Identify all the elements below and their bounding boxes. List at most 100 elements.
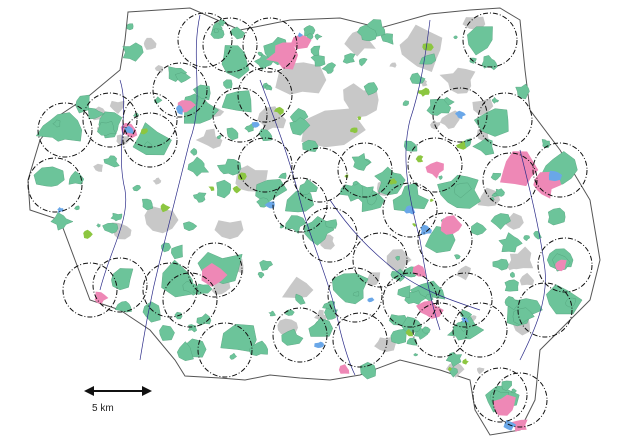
water-body (367, 297, 375, 303)
urban-patch (143, 37, 157, 50)
sample-circle (417, 212, 473, 268)
forest-patch (395, 255, 400, 261)
forest-patch (359, 361, 377, 380)
sample-circle (482, 152, 538, 208)
forest-patch (97, 120, 117, 136)
forest-patch (183, 221, 198, 232)
sample-circle (292, 147, 348, 203)
sample-circle (27, 157, 83, 213)
forest-patch (103, 155, 120, 168)
forest-patch (193, 192, 207, 203)
grassland-patch (422, 43, 434, 51)
wetland-patch (440, 215, 463, 235)
sample-circle (237, 67, 293, 123)
sample-circle (537, 237, 593, 293)
water-body (461, 317, 470, 323)
wetland-patch (555, 259, 567, 272)
forest-patch (481, 55, 498, 71)
forest-patch (216, 158, 242, 176)
sample-circle (532, 142, 588, 198)
forest-patch (321, 62, 337, 74)
forest-patch (226, 127, 239, 141)
forest-patch (176, 341, 194, 362)
water-body (57, 207, 64, 213)
forest-patch (284, 215, 307, 234)
forest-patch (144, 141, 153, 149)
forest-patch (515, 83, 530, 100)
river (99, 79, 127, 291)
water-body (420, 224, 432, 235)
forest-patch (331, 273, 369, 305)
river (519, 149, 546, 361)
forest-patch (268, 310, 276, 317)
urban-patch (477, 367, 485, 375)
sample-circle (352, 232, 408, 288)
sample-circle (472, 367, 528, 423)
sample-circle (452, 302, 508, 358)
forest-patch (547, 207, 566, 226)
grassland-patch (83, 229, 93, 239)
sample-circle (62, 262, 118, 318)
forest-patch (257, 271, 265, 279)
urban-patch (282, 276, 314, 298)
forest-patch (192, 283, 213, 295)
forest-patch (196, 313, 212, 326)
wetland-patch (511, 419, 528, 432)
forest-patch (409, 72, 426, 84)
grassland-patch (140, 128, 148, 135)
urban-patch (439, 67, 476, 94)
forest-patch (159, 325, 175, 341)
forest-patch (392, 182, 429, 212)
forest-patch (339, 181, 364, 202)
forest-patch (35, 112, 83, 142)
sample-circle (382, 272, 438, 328)
sample-circle (187, 242, 243, 298)
forest-patch (438, 175, 443, 180)
sample-circle (477, 92, 533, 148)
urban-patch (456, 265, 471, 281)
forest-patch (310, 54, 326, 67)
grassland-patch (160, 203, 171, 213)
sample-circle (272, 307, 328, 363)
forest-patch (88, 107, 105, 120)
forest-patch (491, 96, 499, 104)
forest-patch (504, 279, 519, 292)
forest-patch (190, 147, 198, 156)
forest-patch (453, 35, 458, 40)
river (139, 14, 201, 361)
forest-patch (314, 33, 323, 41)
wetland-patch (492, 394, 516, 416)
forest-patch (299, 178, 318, 195)
forest-patch (308, 318, 334, 337)
forest-patch (426, 98, 452, 116)
forest-patch (491, 192, 498, 198)
urban-patch (472, 98, 494, 116)
forest-patch (278, 172, 287, 179)
forest-patch (342, 53, 356, 64)
forest-patch (357, 24, 377, 41)
sample-circles (27, 12, 593, 428)
grassland-patch (273, 106, 284, 116)
urban-patch (374, 336, 396, 353)
sample-circle (412, 302, 468, 358)
forest-patch (114, 301, 132, 313)
grassland-patch (405, 328, 413, 337)
water-body (548, 170, 563, 182)
sample-circle (382, 182, 438, 238)
forest-patch (490, 172, 502, 181)
forest-patch (153, 96, 163, 104)
forest-patch (74, 205, 80, 211)
forest-patch (492, 258, 509, 271)
forest-patch (122, 42, 144, 62)
urban-patch (389, 62, 397, 68)
urban-patch (366, 272, 381, 286)
sample-circle (212, 87, 268, 143)
forest-patch (413, 353, 418, 357)
urban-patch (195, 128, 223, 149)
urban-patch (154, 65, 164, 73)
urban-patch (301, 108, 366, 148)
forest-patch (187, 156, 210, 177)
forest-patch (220, 323, 257, 353)
forest-patch (352, 291, 360, 297)
